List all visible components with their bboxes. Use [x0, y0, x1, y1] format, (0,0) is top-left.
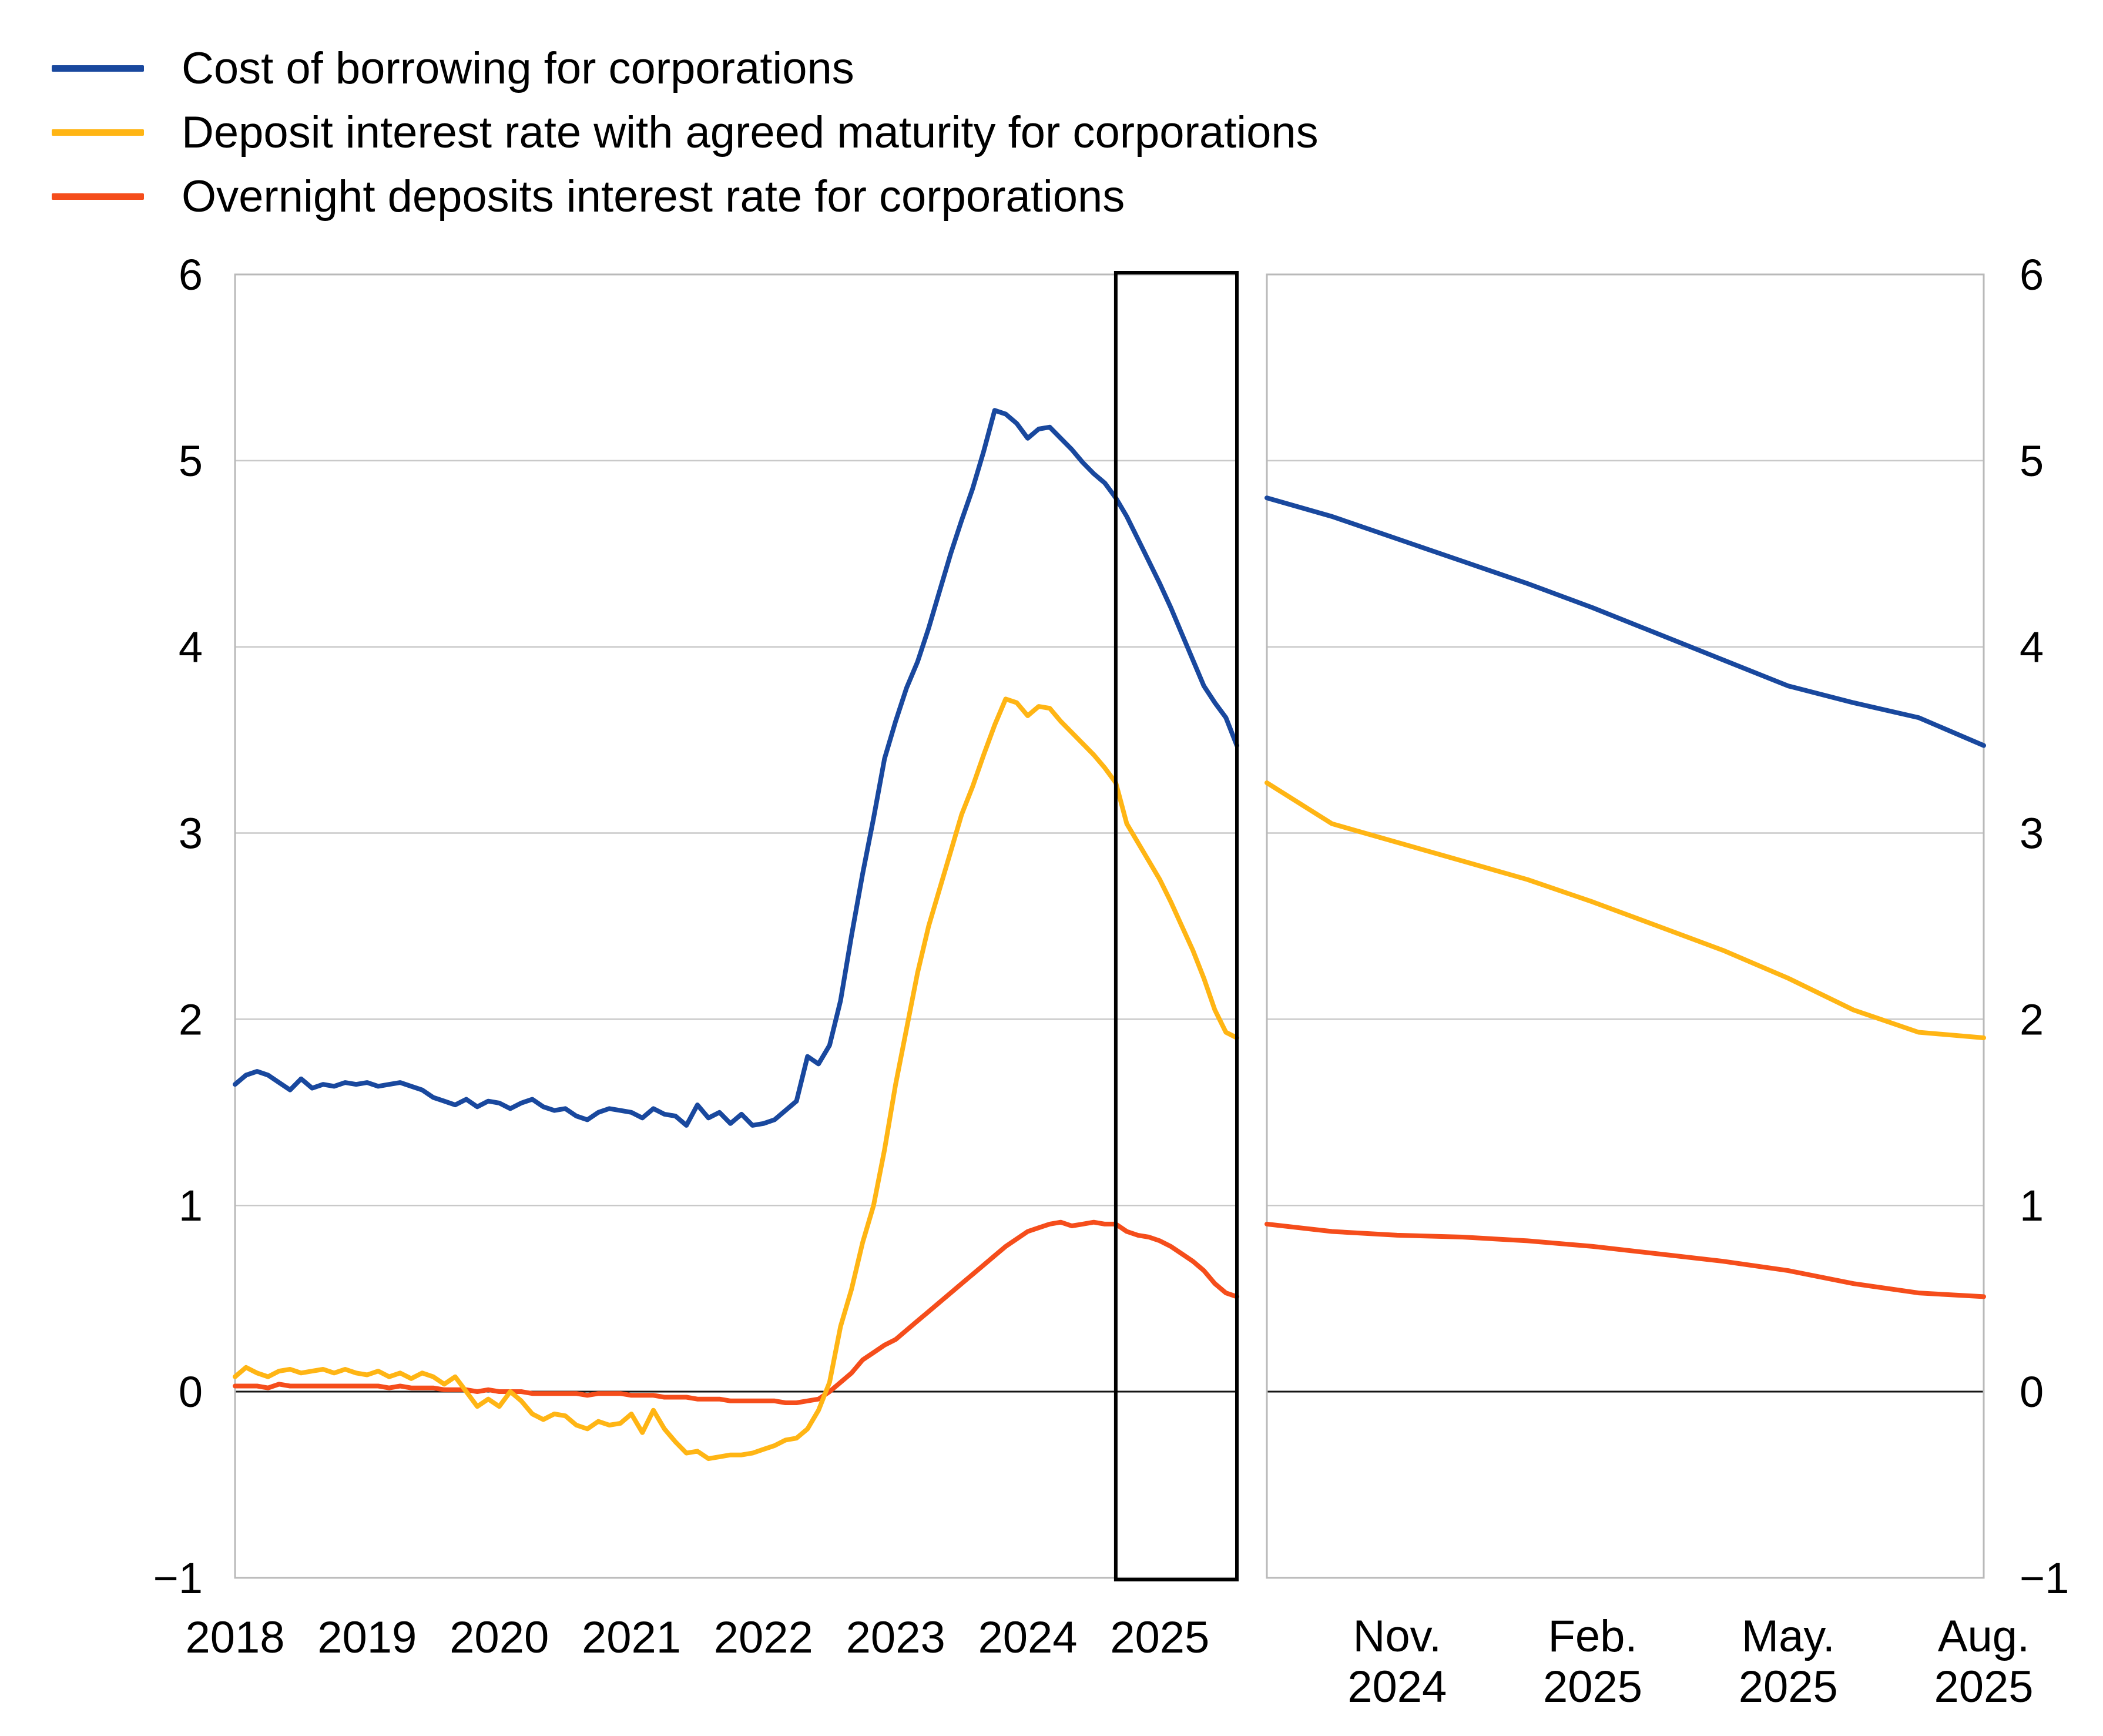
- series-line-cost-of-borrowing-for-corporations: [1265, 495, 1986, 748]
- y-tick-label-right: 0: [2020, 1368, 2044, 1416]
- series-line-cost-of-borrowing-for-corporations: [233, 408, 1239, 1128]
- x-tick-label-recent-zoom: Aug.: [1938, 1611, 2030, 1661]
- legend-swatch-red: [52, 193, 144, 200]
- x-tick-label-history: 2024: [978, 1613, 1077, 1663]
- series-line-deposit-interest-rate-with-agreed-maturity-for-corporations: [233, 696, 1239, 1462]
- legend-item-cost-of-borrowing: Cost of borrowing for corporations: [52, 36, 1319, 100]
- x-tick-label-history: 2018: [185, 1613, 284, 1663]
- legend: Cost of borrowing for corporations Depos…: [52, 36, 1319, 229]
- y-tick-label-right: 4: [2020, 623, 2044, 672]
- series-line-deposit-interest-rate-with-agreed-maturity-for-corporations: [1265, 780, 1986, 1040]
- panel-border-recent-zoom: [1266, 273, 1985, 1579]
- legend-item-overnight-deposits: Overnight deposits interest rate for cor…: [52, 165, 1319, 229]
- legend-label: Overnight deposits interest rate for cor…: [182, 171, 1125, 222]
- y-tick-label-left: 0: [179, 1368, 203, 1416]
- x-tick-label-recent-zoom: Feb.: [1548, 1611, 1637, 1661]
- y-tick-label-left: 2: [179, 995, 203, 1044]
- y-tick-label-left: −1: [153, 1554, 203, 1603]
- x-tick-label-history: 2019: [317, 1613, 417, 1663]
- x-tick-label-history: 2021: [582, 1613, 681, 1663]
- x-tick-label-recent-zoom: May.: [1742, 1611, 1835, 1661]
- series-line-overnight-deposits-interest-rate-for-corporations: [1265, 1221, 1986, 1299]
- x-tick-label-history: 2022: [714, 1613, 813, 1663]
- y-tick-label-right: 3: [2020, 809, 2044, 858]
- x-tick-label-recent-zoom: 2025: [1543, 1662, 1642, 1712]
- y-tick-label-right: 6: [2020, 250, 2044, 299]
- y-tick-label-left: 6: [179, 250, 203, 299]
- legend-label: Cost of borrowing for corporations: [182, 43, 854, 93]
- y-tick-label-left: 1: [179, 1181, 203, 1230]
- x-tick-label-recent-zoom: Nov.: [1353, 1611, 1441, 1661]
- legend-swatch-yellow: [52, 129, 144, 136]
- y-tick-label-right: 5: [2020, 437, 2044, 485]
- x-tick-label-recent-zoom: 2025: [1739, 1662, 1838, 1712]
- x-tick-label-history: 2025: [1110, 1613, 1209, 1663]
- legend-item-deposit-agreed-maturity: Deposit interest rate with agreed maturi…: [52, 100, 1319, 165]
- x-tick-label-history: 2023: [846, 1613, 945, 1663]
- series-line-overnight-deposits-interest-rate-for-corporations: [233, 1219, 1239, 1405]
- legend-swatch-blue: [52, 65, 144, 72]
- y-tick-label-right: −1: [2020, 1554, 2069, 1603]
- x-tick-label-recent-zoom: 2024: [1347, 1662, 1447, 1712]
- x-tick-label-recent-zoom: 2025: [1934, 1662, 2033, 1712]
- y-tick-label-left: 3: [179, 809, 203, 858]
- y-tick-label-left: 4: [179, 623, 203, 672]
- y-tick-label-left: 5: [179, 437, 203, 485]
- legend-label: Deposit interest rate with agreed maturi…: [182, 107, 1319, 157]
- x-tick-label-history: 2020: [450, 1613, 549, 1663]
- highlight-period-box: [1113, 271, 1239, 1581]
- y-tick-label-right: 2: [2020, 995, 2044, 1044]
- y-tick-label-right: 1: [2020, 1181, 2044, 1230]
- panel-border-history: [234, 273, 1238, 1579]
